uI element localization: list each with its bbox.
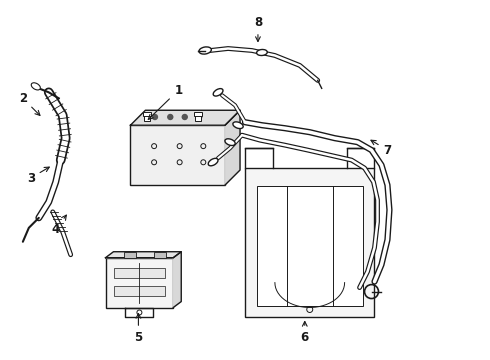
Polygon shape (105, 252, 181, 258)
Polygon shape (173, 252, 181, 307)
Text: 1: 1 (148, 84, 182, 120)
Text: 5: 5 (134, 314, 143, 344)
Polygon shape (130, 110, 240, 125)
Bar (195, 114, 201, 121)
Bar (114, 268, 165, 278)
Ellipse shape (208, 158, 218, 166)
Bar (124, 252, 136, 258)
Bar (257, 186, 363, 306)
Text: 3: 3 (27, 167, 49, 185)
Bar (143, 112, 151, 116)
Text: 8: 8 (254, 16, 262, 41)
Ellipse shape (213, 89, 223, 96)
Text: 2: 2 (19, 92, 40, 116)
Ellipse shape (199, 47, 211, 54)
Bar (130, 125, 225, 185)
Circle shape (197, 114, 202, 120)
Ellipse shape (257, 49, 268, 55)
Bar (144, 114, 150, 121)
Bar (245, 168, 374, 318)
Polygon shape (225, 110, 240, 185)
Ellipse shape (31, 83, 40, 90)
Circle shape (168, 114, 173, 120)
Circle shape (152, 114, 157, 120)
Ellipse shape (233, 122, 243, 129)
Bar (114, 285, 165, 296)
Bar (194, 112, 202, 116)
Bar (154, 252, 166, 258)
Text: 6: 6 (301, 321, 309, 344)
Bar (105, 258, 173, 307)
Circle shape (182, 114, 187, 120)
Text: 7: 7 (371, 140, 392, 157)
Text: 4: 4 (51, 215, 66, 236)
Ellipse shape (225, 139, 235, 145)
